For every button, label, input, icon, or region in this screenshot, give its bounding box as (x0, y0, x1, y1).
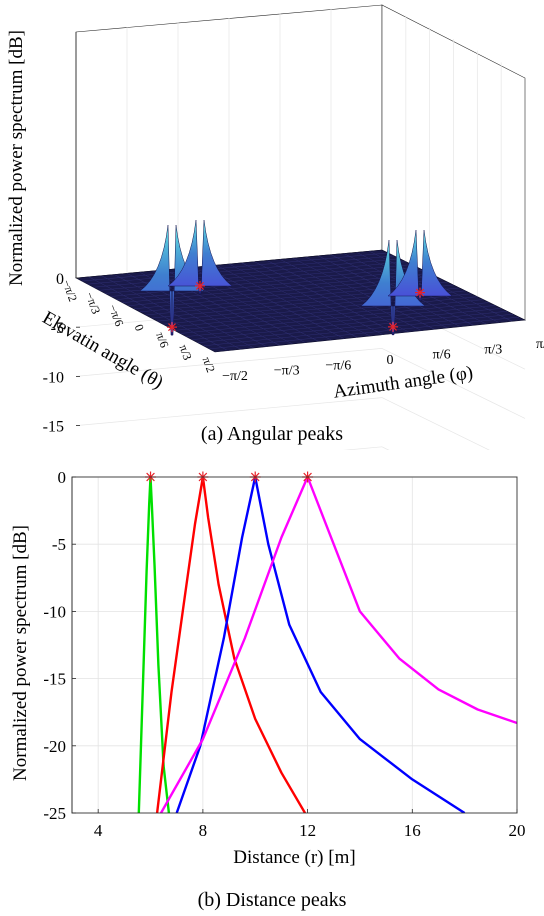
z-tick-label: -10 (43, 369, 64, 386)
z-tick-label: -15 (43, 419, 64, 436)
mesh-line (209, 316, 520, 350)
y-tick-label: 0 (58, 468, 67, 487)
peak-marker-3d-2 (195, 280, 205, 291)
y-tick-label: π/2 (200, 355, 218, 374)
plot-frame (71, 476, 518, 814)
z-grid-line (381, 348, 526, 419)
peak-marker-3d-3 (388, 321, 398, 332)
z-axis-label: Normalized power spectrum [dB] (6, 30, 27, 286)
series-line-3 (175, 475, 466, 813)
x-tick-label: 4 (94, 821, 103, 840)
z-tick-label: -5 (51, 320, 64, 337)
x-tick-label: 20 (509, 821, 526, 840)
series-line-4 (159, 475, 517, 813)
x-tick-label: π/6 (433, 348, 451, 363)
x-tick-label: −π/6 (325, 358, 351, 373)
y-tick-label: π/3 (176, 343, 194, 362)
x-tick-label: π/3 (484, 342, 502, 357)
y-tick-label: -15 (43, 670, 66, 689)
x-tick-label: −π/3 (274, 364, 300, 379)
angular-peaks-chart: 0-5-10-15-20−π/2−π/3−π/60π/6π/3π/2−π/2−π… (6, 4, 544, 450)
y-tick-label: π/6 (153, 330, 171, 349)
plot-area (71, 476, 518, 814)
peak-marker-3d-4 (415, 287, 425, 298)
x-tick-label: π/2 (536, 337, 544, 352)
x-tick-label: 0 (387, 353, 394, 368)
x-tick-label: 12 (299, 821, 316, 840)
y-tick-label: -25 (43, 804, 66, 823)
x-tick-label: 8 (199, 821, 208, 840)
z-tick-label: 0 (56, 271, 64, 288)
mesh-line (197, 311, 508, 343)
y-tick-label: -10 (43, 602, 66, 621)
y-axis-label: Normalized power spectrum [dB] (10, 525, 31, 781)
x-tick-label: −π/2 (222, 369, 248, 384)
caption-b: (b) Distance peaks (198, 889, 347, 911)
surface-peak-2 (167, 219, 233, 295)
mesh-line (203, 313, 514, 347)
y-tick-label: -5 (52, 535, 66, 554)
y-tick-label: -20 (43, 737, 66, 756)
x-tick-label: 16 (404, 821, 421, 840)
surface-peak-4 (387, 229, 453, 301)
z-grid-line (75, 397, 383, 426)
mesh-line (191, 308, 502, 340)
z-grid-line (381, 397, 490, 450)
y-tick-label: 0 (132, 322, 147, 332)
x-axis-label: Distance (r) [m] (233, 847, 355, 868)
series-line-1 (137, 475, 171, 813)
series-line-2 (155, 475, 307, 813)
z-grid-line (75, 348, 383, 377)
peak-marker-3d-1 (167, 322, 177, 333)
caption-a: (a) Angular peaks (201, 423, 343, 445)
